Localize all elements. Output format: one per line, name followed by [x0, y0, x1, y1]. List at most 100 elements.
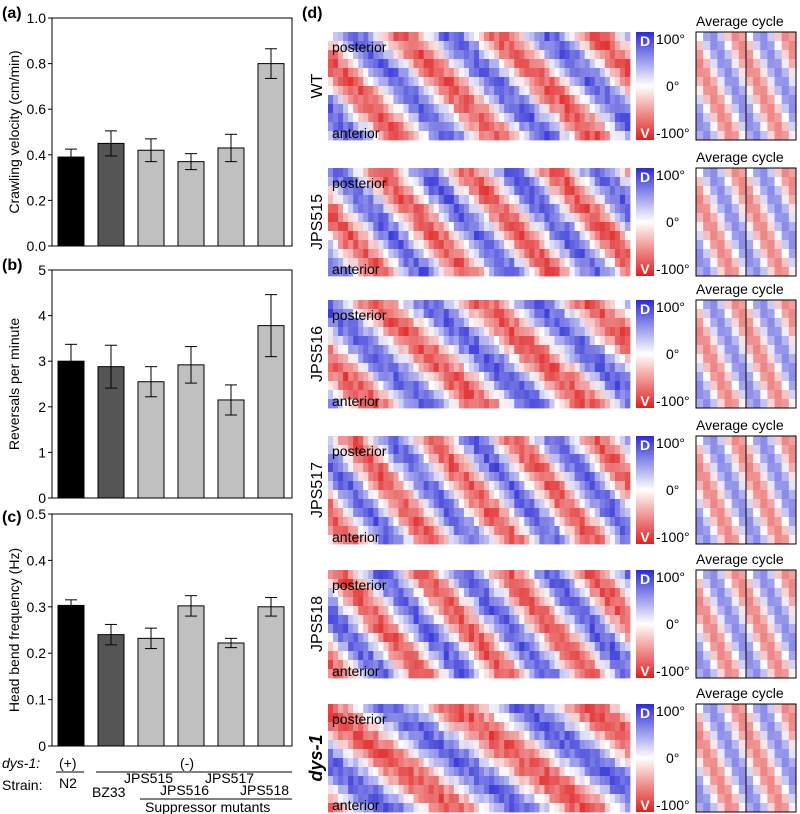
kymograph-cell: [383, 481, 389, 491]
kymograph-cell: [383, 204, 389, 214]
kymograph-cell: [479, 633, 485, 643]
average-cell: [781, 240, 790, 250]
kymograph-cell: [539, 633, 545, 643]
kymograph-cell: [624, 651, 631, 661]
kymograph-cell: [539, 249, 545, 259]
kymograph-cell: [499, 104, 505, 114]
kymograph-cell: [579, 526, 586, 536]
kymograph-cell: [619, 445, 626, 455]
kymograph-cell: [408, 722, 414, 732]
kymograph-cell: [423, 463, 430, 473]
kymograph-cell: [443, 41, 450, 51]
average-cell: [724, 213, 733, 223]
kymograph-cell: [433, 381, 440, 391]
kymograph-cell: [564, 526, 570, 536]
kymograph-cell: [614, 41, 621, 51]
kymograph-cell: [363, 95, 369, 105]
kymograph-cell: [569, 300, 576, 310]
kymograph-cell: [463, 615, 470, 625]
kymograph-cell: [589, 222, 596, 232]
average-cell: [724, 231, 733, 241]
kymograph-cell: [514, 354, 520, 364]
kymograph-cell: [609, 86, 616, 96]
kymograph-cell: [499, 579, 505, 589]
kymograph-cell: [569, 336, 576, 346]
kymograph-cell: [624, 122, 631, 132]
kymograph-cell: [458, 669, 465, 679]
kymograph-cell: [494, 113, 500, 123]
kymograph-cell: [539, 122, 545, 132]
kymograph-cell: [378, 113, 384, 123]
kymograph-cell: [519, 68, 525, 78]
average-cell: [696, 535, 704, 545]
kymograph-cell: [604, 240, 611, 250]
kymograph-cell: [514, 240, 520, 250]
kymograph-cell: [479, 32, 485, 42]
average-cell: [788, 231, 797, 241]
kymograph-cell: [499, 122, 505, 132]
kymograph-cell: [448, 32, 455, 42]
kymograph-cell: [438, 651, 445, 661]
average-cell: [767, 526, 775, 536]
kymograph-cell: [403, 168, 409, 178]
average-cell: [696, 390, 704, 400]
kymograph-cell: [328, 579, 334, 589]
average-cell: [731, 318, 740, 328]
kymograph-cell: [569, 597, 576, 607]
kymograph-cell: [423, 59, 430, 69]
kymograph-cell: [489, 669, 495, 679]
average-cell: [710, 445, 718, 455]
kymograph-cell: [504, 660, 510, 670]
kymograph-cell: [514, 463, 520, 473]
kymograph-cell: [368, 186, 374, 196]
kymograph-cell: [484, 267, 490, 277]
kymograph-cell: [514, 713, 520, 723]
average-cell: [781, 579, 790, 589]
kymograph-cell: [418, 436, 425, 446]
kymograph-cell: [499, 633, 505, 643]
kymograph-cell: [504, 318, 510, 328]
kymograph-cell: [473, 651, 480, 661]
average-cell: [738, 508, 747, 518]
kymograph-cell: [458, 642, 465, 652]
average-cell: [703, 597, 711, 607]
kymograph-cell: [378, 186, 384, 196]
average-cell: [717, 95, 725, 105]
kymograph-cell: [594, 122, 601, 132]
kymograph-cell: [534, 633, 540, 643]
kymograph-cell: [448, 517, 455, 527]
average-cell: [724, 86, 733, 96]
kymograph-cell: [393, 713, 399, 723]
kymograph-cell: [328, 363, 334, 373]
kymograph-cell: [468, 195, 475, 205]
average-cell: [703, 490, 711, 500]
kymograph-cell: [534, 318, 540, 328]
kymograph-cell: [428, 267, 435, 277]
kymograph-cell: [338, 318, 344, 328]
kymograph-cell: [559, 222, 565, 232]
kymograph-cell: [338, 240, 344, 250]
kymograph-cell: [609, 597, 616, 607]
average-cell: [781, 570, 790, 580]
kymograph-cell: [393, 327, 399, 337]
kymograph-cell: [418, 669, 425, 679]
kymograph-cell: [599, 579, 606, 589]
kymograph-cell: [378, 195, 384, 205]
average-cell: [753, 624, 761, 634]
kymograph-cell: [418, 713, 425, 723]
average-cell: [724, 651, 733, 661]
kymograph-cell: [479, 472, 485, 482]
kymograph-cell: [448, 267, 455, 277]
average-cell: [703, 624, 711, 634]
kymograph-cell: [393, 372, 399, 382]
kymograph-cell: [529, 615, 535, 625]
kymograph-cell: [529, 399, 535, 409]
kymograph-cell: [549, 651, 555, 661]
kymograph-cell: [529, 231, 535, 241]
average-cell: [731, 309, 740, 319]
kymograph-cell: [433, 749, 440, 759]
kymograph-cell: [499, 68, 505, 78]
kymograph-cell: [584, 222, 591, 232]
average-cell: [696, 327, 704, 337]
y-tick-label: 4: [38, 308, 46, 324]
